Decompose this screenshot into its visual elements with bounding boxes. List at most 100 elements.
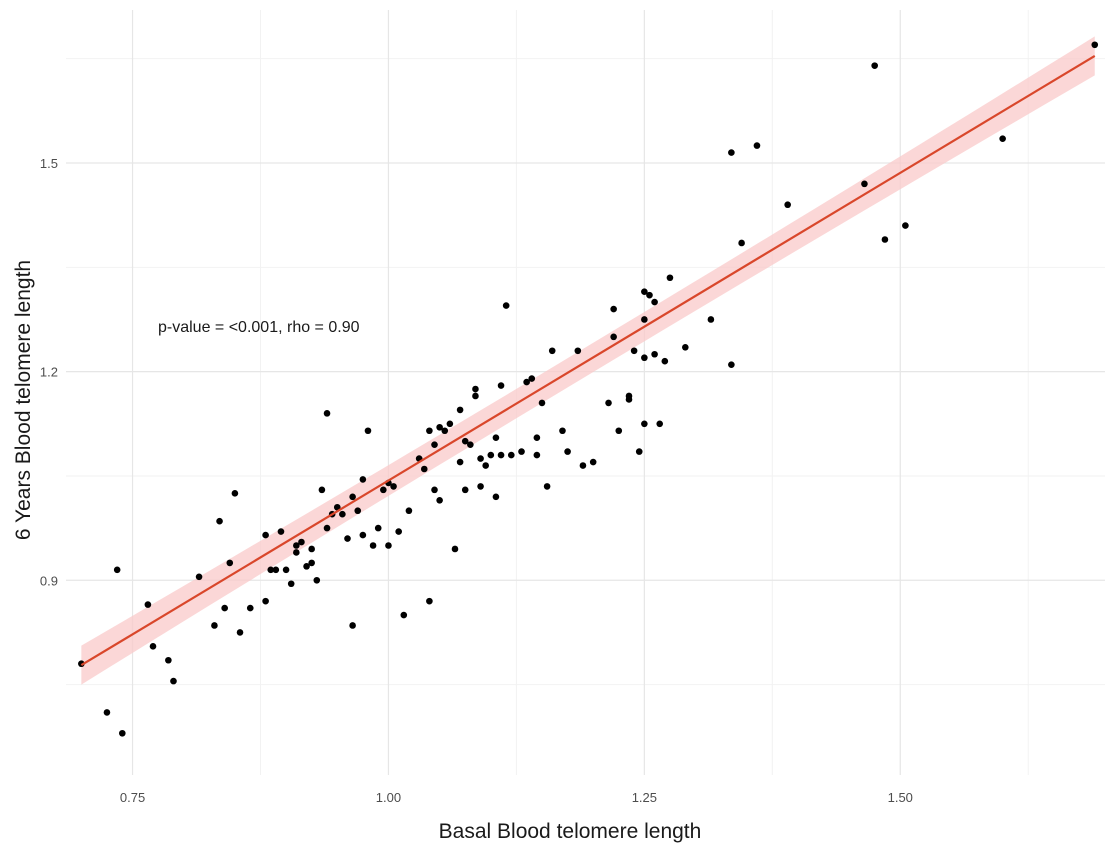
data-point <box>323 524 331 532</box>
data-point <box>349 622 356 629</box>
data-point <box>682 344 689 351</box>
data-point <box>482 462 489 469</box>
data-point <box>349 493 356 501</box>
data-point <box>390 483 397 490</box>
data-point <box>431 441 438 448</box>
data-point <box>533 451 541 459</box>
data-point <box>323 410 331 417</box>
data-point <box>728 149 735 156</box>
data-point <box>119 729 126 737</box>
data-point <box>651 350 658 358</box>
data-point <box>426 427 433 435</box>
x-axis-title: Basal Blood telomere length <box>439 820 702 843</box>
data-point <box>477 483 484 490</box>
y-axis-title: 6 Years Blood telomere length <box>12 260 35 540</box>
data-point <box>635 448 643 455</box>
data-point <box>661 357 669 365</box>
data-point <box>364 427 372 435</box>
data-point <box>231 490 239 497</box>
data-point <box>615 427 623 435</box>
data-point <box>318 486 326 494</box>
data-point <box>420 465 428 473</box>
y-tick-label: 1.5 <box>40 156 58 171</box>
data-point <box>272 566 280 574</box>
data-point <box>641 288 648 295</box>
data-point <box>456 458 464 466</box>
data-point <box>333 503 341 511</box>
regression-line-path <box>80 54 1096 667</box>
data-point <box>656 420 664 428</box>
data-point <box>426 597 433 605</box>
data-point <box>293 549 300 556</box>
data-point <box>380 486 387 494</box>
data-point <box>262 597 269 605</box>
data-point <box>103 709 111 716</box>
data-point <box>579 462 587 469</box>
data-point <box>1091 41 1099 49</box>
data-point <box>610 333 617 341</box>
x-tick-label: 0.75 <box>120 790 145 805</box>
data-point <box>753 142 761 149</box>
data-point <box>728 361 735 368</box>
x-tick-labels: 0.75 1.00 1.25 1.50 <box>120 790 913 805</box>
data-point <box>881 236 889 243</box>
data-point <box>605 399 612 407</box>
data-point <box>507 451 515 459</box>
data-point <box>149 643 157 650</box>
data-point <box>528 375 536 382</box>
data-point <box>999 135 1006 142</box>
data-point <box>738 239 745 247</box>
data-point <box>589 458 597 466</box>
data-point <box>369 542 377 549</box>
data-point <box>487 451 495 459</box>
data-point <box>354 507 362 515</box>
data-point <box>902 222 909 229</box>
data-point <box>467 441 474 448</box>
data-point <box>405 507 413 515</box>
data-point <box>359 476 367 483</box>
data-point <box>216 517 223 525</box>
data-point <box>236 629 244 636</box>
data-point <box>293 542 300 549</box>
data-point <box>451 545 459 553</box>
data-point <box>497 382 505 389</box>
data-point <box>518 448 525 455</box>
data-point <box>344 535 351 542</box>
data-point <box>165 656 172 664</box>
data-point <box>871 62 878 69</box>
data-point <box>472 385 479 393</box>
data-point <box>431 486 438 494</box>
y-tick-label: 1.2 <box>40 365 58 380</box>
y-tick-labels: 0.9 1.2 1.5 <box>40 156 58 588</box>
x-tick-label: 1.50 <box>888 790 913 805</box>
data-point <box>436 423 443 431</box>
x-tick-label: 1.00 <box>376 790 401 805</box>
data-point <box>313 576 321 584</box>
data-point <box>533 434 541 442</box>
data-point <box>641 354 648 362</box>
data-point <box>211 622 218 629</box>
regression-line <box>80 54 1096 667</box>
data-point <box>456 406 464 414</box>
data-point <box>548 347 556 355</box>
data-point <box>308 545 315 553</box>
data-point <box>441 427 449 435</box>
data-point <box>784 201 791 209</box>
data-point <box>113 566 121 574</box>
data-point <box>538 399 546 407</box>
data-point <box>559 427 566 435</box>
data-point <box>144 601 152 608</box>
data-point <box>666 274 674 282</box>
data-point <box>308 559 315 567</box>
data-point <box>282 566 290 574</box>
data-point <box>374 524 382 532</box>
y-tick-label: 0.9 <box>40 573 58 588</box>
data-point <box>564 448 571 455</box>
data-point <box>861 180 868 188</box>
data-point <box>461 437 469 445</box>
annotation-text: p-value = <0.001, rho = 0.90 <box>158 319 360 336</box>
data-point <box>303 563 310 570</box>
data-point <box>395 528 402 535</box>
data-point <box>574 347 582 355</box>
